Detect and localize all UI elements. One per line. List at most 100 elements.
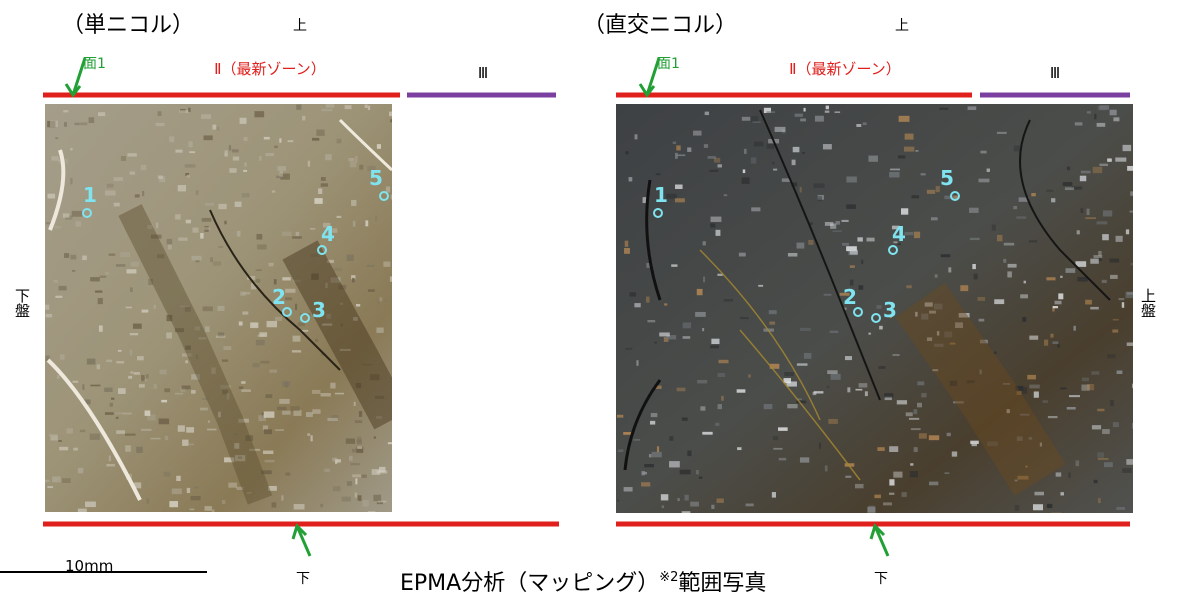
grain xyxy=(359,164,364,170)
grain xyxy=(216,126,220,131)
grain xyxy=(175,149,183,153)
grain xyxy=(320,393,331,397)
grain xyxy=(293,410,302,416)
grain xyxy=(958,312,970,318)
grain xyxy=(752,121,761,123)
caption-main: EPMA分析（マッピング） xyxy=(400,571,659,596)
grain xyxy=(1109,109,1117,116)
grain xyxy=(344,105,352,110)
grain xyxy=(389,276,392,282)
bottom-label: 下 xyxy=(874,571,888,587)
grain xyxy=(164,435,169,441)
grain xyxy=(973,273,978,280)
grain xyxy=(307,160,311,167)
grain xyxy=(1017,475,1029,480)
grain xyxy=(192,227,199,233)
grain xyxy=(129,349,133,356)
grain xyxy=(125,306,133,309)
grain xyxy=(778,457,787,461)
grain xyxy=(1091,371,1100,375)
grain xyxy=(294,303,298,311)
grain xyxy=(385,186,391,193)
grain xyxy=(711,504,715,509)
grain xyxy=(320,183,328,187)
grain xyxy=(215,335,226,338)
grain xyxy=(205,202,214,206)
grain xyxy=(105,271,109,275)
grain xyxy=(82,384,85,390)
grain xyxy=(258,415,266,422)
grain xyxy=(276,175,284,179)
grain xyxy=(353,401,356,406)
grain xyxy=(799,457,810,463)
grain xyxy=(133,482,142,489)
grain xyxy=(818,442,822,449)
grain xyxy=(766,111,776,114)
grain xyxy=(204,225,209,232)
grain xyxy=(824,110,830,113)
grain xyxy=(1104,462,1113,468)
grain xyxy=(741,116,751,121)
grain xyxy=(753,141,764,147)
grain xyxy=(773,447,783,450)
grain xyxy=(218,203,227,210)
grain xyxy=(66,428,73,434)
grain xyxy=(231,149,239,153)
grain xyxy=(271,502,277,508)
grain xyxy=(700,406,706,411)
grain xyxy=(703,144,709,148)
grain xyxy=(201,217,212,222)
grain xyxy=(889,446,899,452)
grain xyxy=(174,328,185,333)
grain xyxy=(1115,157,1127,162)
grain xyxy=(59,446,69,451)
grain xyxy=(1023,280,1026,284)
grain xyxy=(314,198,323,204)
grain xyxy=(1093,479,1098,484)
grain xyxy=(977,296,986,301)
grain xyxy=(1122,468,1132,473)
grain xyxy=(351,199,357,206)
grain xyxy=(884,393,894,398)
grain xyxy=(282,277,291,281)
grain xyxy=(193,486,199,489)
grain xyxy=(262,425,269,430)
grain xyxy=(189,151,195,154)
grain xyxy=(45,355,50,361)
grain xyxy=(108,253,116,256)
grain xyxy=(909,471,919,478)
grain xyxy=(75,221,82,227)
grain xyxy=(59,354,65,360)
grain xyxy=(1068,472,1071,478)
grain xyxy=(1081,377,1089,382)
grain xyxy=(1058,293,1064,300)
grain xyxy=(129,333,139,336)
grain xyxy=(787,252,798,257)
grain xyxy=(948,267,952,273)
grain xyxy=(949,342,956,345)
grain xyxy=(910,463,914,466)
grain xyxy=(1112,318,1119,321)
grain xyxy=(115,412,123,415)
grain xyxy=(1081,384,1090,391)
grain xyxy=(641,482,651,487)
grain xyxy=(849,250,858,255)
grain xyxy=(70,177,73,185)
grain xyxy=(969,207,979,213)
grain xyxy=(623,487,633,492)
grain xyxy=(751,116,759,122)
grain xyxy=(1118,298,1125,301)
grain xyxy=(625,347,633,350)
grain xyxy=(322,222,331,228)
grain xyxy=(1052,341,1059,344)
grain xyxy=(1025,465,1028,468)
grain xyxy=(829,330,839,334)
grain xyxy=(660,494,669,501)
grain xyxy=(150,437,161,440)
grain xyxy=(332,486,341,492)
grain xyxy=(356,436,362,442)
grain xyxy=(906,285,912,289)
grain xyxy=(252,363,260,368)
grain xyxy=(274,316,282,321)
grain xyxy=(810,222,813,225)
